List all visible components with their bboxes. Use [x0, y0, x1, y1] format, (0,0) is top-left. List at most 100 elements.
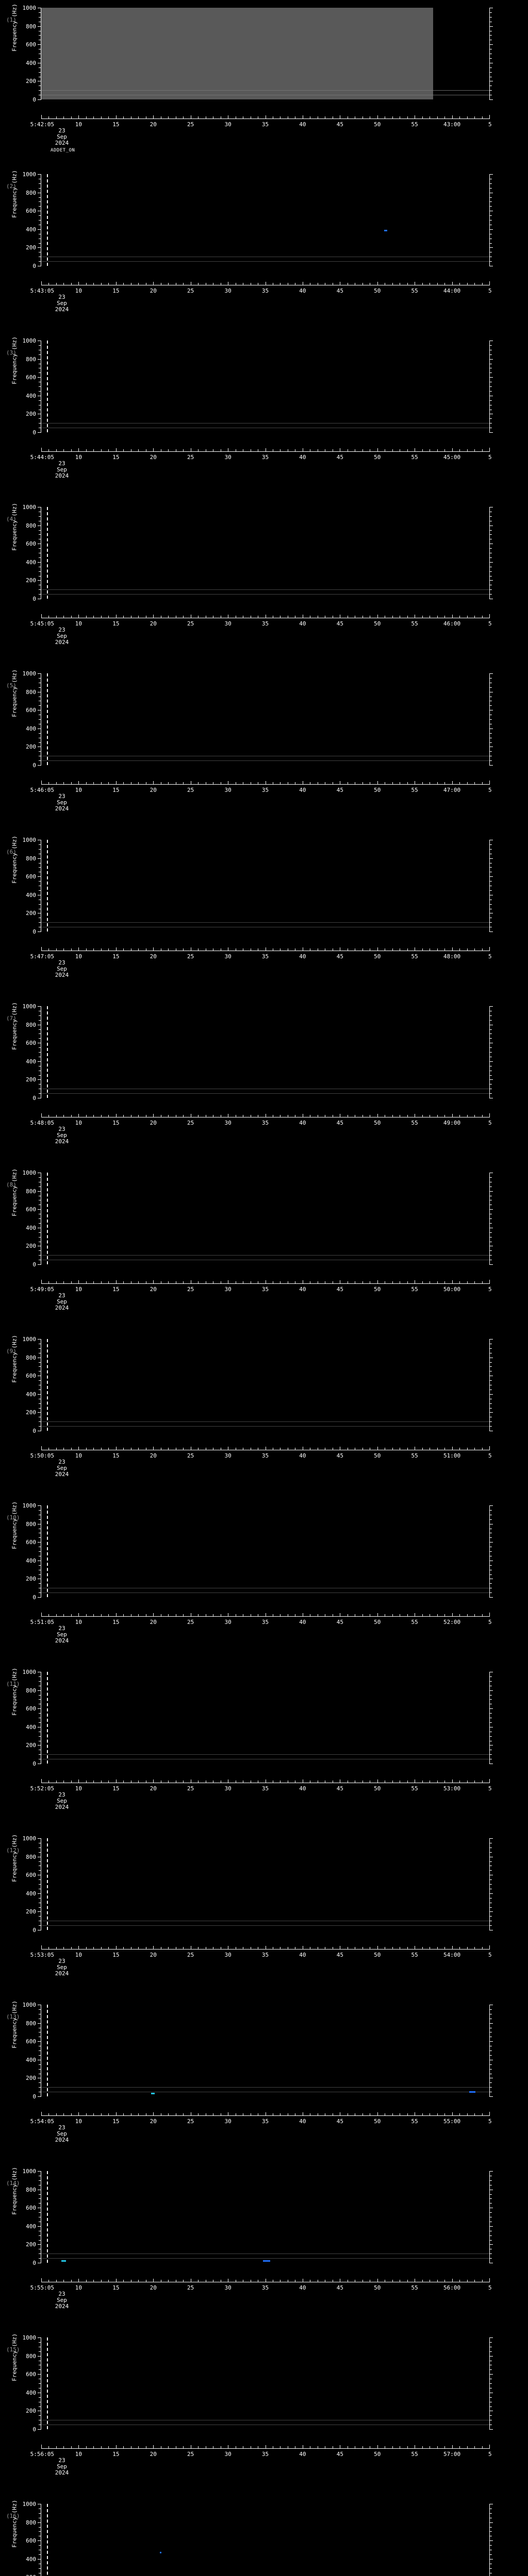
x-tick-minor: [392, 1448, 393, 1450]
spectrogram-panel: 0 200 400 600 800 1000 Frequency (Hz) (1) 5:42:0…: [0, 0, 528, 166]
x-tick-minor: [437, 1614, 438, 1617]
x-tick-label: 55: [411, 787, 418, 793]
y-tick-minor: [39, 16, 41, 18]
x-tick-minor: [63, 1281, 64, 1284]
x-tick-minor: [422, 2280, 423, 2282]
x-tick-label: 20: [150, 953, 157, 960]
y-tick-minor-right: [489, 1232, 492, 1233]
y-tick-minor: [39, 1250, 41, 1251]
plot-area[interactable]: [41, 1505, 489, 1597]
y-tick-right: [489, 1006, 493, 1007]
y-tick: [38, 1893, 41, 1894]
y-tick-label: 1000: [22, 5, 37, 11]
y-axis-title: Frequency (Hz): [11, 2167, 18, 2215]
x-tick-label: 55: [411, 121, 418, 128]
y-tick-right: [489, 229, 493, 230]
y-axis-title: Frequency (Hz): [11, 1002, 18, 1050]
x-tick-minor: [168, 2446, 169, 2449]
y-tick: [38, 247, 41, 248]
x-tick-minor: [71, 1781, 72, 1783]
y-axis-title: Frequency (Hz): [11, 170, 18, 218]
axis-date-stack: 23 Sep 2024: [41, 1625, 82, 1644]
y-tick-right: [489, 1264, 493, 1265]
axis-date-line-2: Sep: [57, 1798, 67, 1804]
plot-area[interactable]: [41, 2171, 489, 2263]
x-tick-label: 55: [411, 1952, 418, 1958]
y-tick-right: [489, 1690, 493, 1691]
y-tick-label: 800: [26, 855, 36, 862]
y-tick-label: 200: [26, 1742, 36, 1749]
x-tick-minor: [138, 1448, 139, 1450]
plot-area[interactable]: [41, 2337, 489, 2429]
x-tick: [116, 1447, 117, 1450]
x-tick-minor: [444, 1614, 446, 1617]
axis-date-stack: 23 Sep 2024: [41, 2125, 82, 2143]
x-tick-minor: [467, 1448, 468, 1450]
y-tick-minor-right: [489, 1551, 492, 1552]
y-tick-minor: [39, 2369, 41, 2370]
x-tick-label: 5: [488, 2284, 492, 2291]
spectrogram-panel: 0 200 400 600 800 1000 Frequency (Hz) (5) 5:46:0…: [0, 666, 528, 832]
y-tick: [38, 1339, 41, 1340]
y-tick-minor: [39, 1681, 41, 1682]
y-tick-minor-right: [489, 1236, 492, 1238]
y-tick: [38, 1690, 41, 1691]
plot-area[interactable]: [41, 174, 489, 266]
y-tick-minor-right: [489, 1852, 492, 1853]
y-tick-minor-right: [489, 594, 492, 595]
x-tick-minor: [422, 2446, 423, 2449]
x-tick-minor: [444, 2280, 446, 2282]
x-tick-minor: [459, 2113, 460, 2116]
y-tick-minor: [39, 1852, 41, 1853]
x-tick-minor: [474, 1115, 475, 1117]
x-tick-minor: [482, 1781, 483, 1783]
x-tick-label: 55: [411, 1619, 418, 1625]
y-tick-label: 600: [26, 2371, 36, 2378]
x-tick-label: 25: [187, 787, 194, 793]
x-tick: [78, 282, 79, 285]
plot-area[interactable]: [41, 1838, 489, 1930]
plot-area[interactable]: [41, 2504, 489, 2576]
plot-area[interactable]: [41, 1339, 489, 1431]
x-tick: [377, 115, 378, 119]
x-tick-minor: [108, 2446, 109, 2449]
x-tick-label: 30: [224, 1120, 232, 1126]
y-tick-right: [489, 728, 493, 729]
x-tick-minor: [63, 2280, 64, 2282]
plot-area[interactable]: [41, 1672, 489, 1764]
x-tick: [153, 1447, 154, 1450]
y-tick-minor-right: [489, 1510, 492, 1511]
y-tick-label: 0: [32, 1594, 36, 1601]
plot-area[interactable]: [41, 341, 489, 432]
y-tick-minor-right: [489, 2342, 492, 2343]
y-tick-minor: [39, 890, 41, 891]
y-tick-minor: [39, 1052, 41, 1053]
x-tick-label: 5: [488, 2118, 492, 2125]
y-tick-label: 800: [26, 2186, 36, 2193]
plot-area[interactable]: [41, 507, 489, 599]
plot-area[interactable]: [41, 673, 489, 765]
plot-area[interactable]: [41, 8, 489, 99]
x-tick-minor: [168, 948, 169, 951]
x-tick-label: 35: [261, 287, 269, 294]
x-tick-minor: [459, 1281, 460, 1284]
y-tick-minor: [39, 1029, 41, 1030]
x-tick-minor: [467, 2280, 468, 2282]
y-tick-right: [489, 1061, 493, 1062]
y-tick-label: 1000: [22, 2501, 37, 2507]
axis-date-line-1: 23: [58, 294, 65, 300]
plot-area[interactable]: [41, 2005, 489, 2096]
y-tick-minor-right: [489, 1218, 492, 1219]
plot-area[interactable]: [41, 840, 489, 931]
addet-on-marker-line: [47, 341, 48, 432]
x-tick-label: 50: [374, 121, 381, 128]
plot-area[interactable]: [41, 1173, 489, 1264]
y-tick-minor-right: [489, 2198, 492, 2199]
plot-area[interactable]: [41, 1006, 489, 1098]
y-tick-minor: [39, 1551, 41, 1552]
y-tick-minor-right: [489, 589, 492, 590]
addet-on-marker-line: [47, 840, 48, 931]
x-tick-label: 5: [488, 1286, 492, 1293]
x-tick-minor: [93, 782, 94, 785]
axis-date-stack: 23 Sep 2024: [41, 1958, 82, 1977]
